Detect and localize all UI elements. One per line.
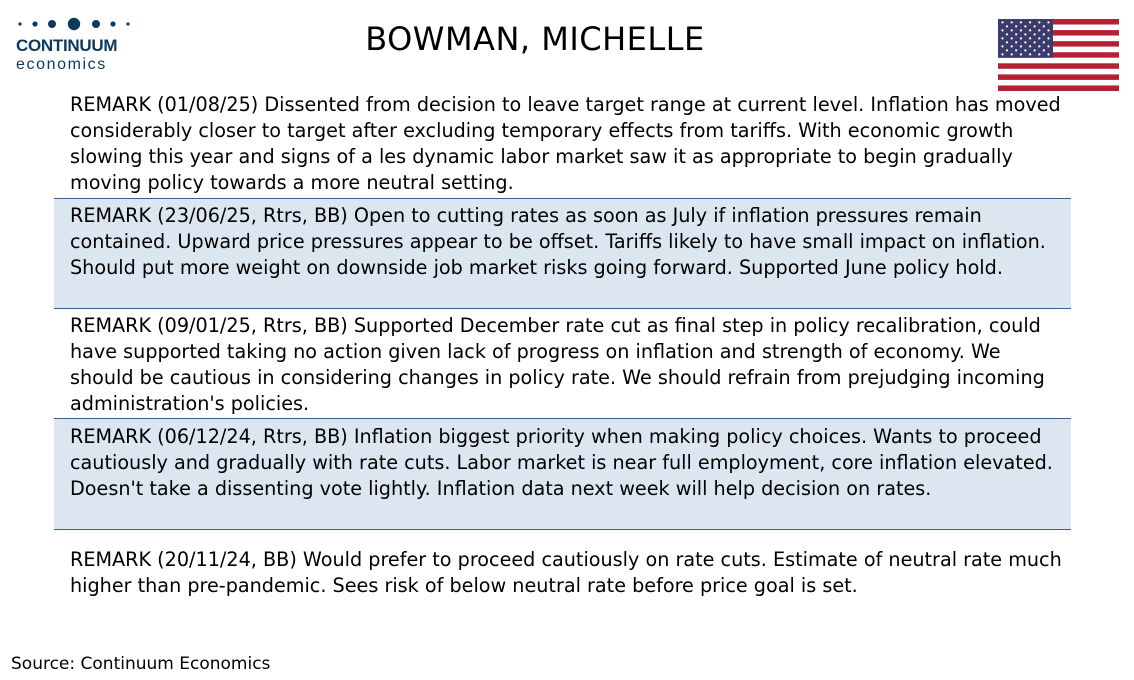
source-note: Source: Continuum Economics — [11, 654, 271, 674]
remark-item: REMARK (09/01/25, Rtrs, BB) Supported De… — [54, 309, 1071, 419]
logo-dots-icon — [18, 17, 130, 31]
remark-item: REMARK (01/08/25) Dissented from decisio… — [54, 92, 1071, 199]
logo-name: CONTINUUM — [16, 36, 118, 55]
remark-item: REMARK (06/12/24, Rtrs, BB) Inflation bi… — [54, 419, 1071, 530]
logo-subtitle: economics — [16, 56, 107, 73]
continuum-economics-logo: CONTINUUM economics — [12, 14, 136, 76]
remark-item: REMARK (20/11/24, BB) Would prefer to pr… — [54, 530, 1071, 640]
remark-item: REMARK (23/06/25, Rtrs, BB) Open to cutt… — [54, 199, 1071, 309]
remarks-list: REMARK (01/08/25) Dissented from decisio… — [54, 92, 1071, 640]
us-flag-icon — [998, 19, 1119, 91]
page-title: BOWMAN, MICHELLE — [365, 20, 705, 58]
